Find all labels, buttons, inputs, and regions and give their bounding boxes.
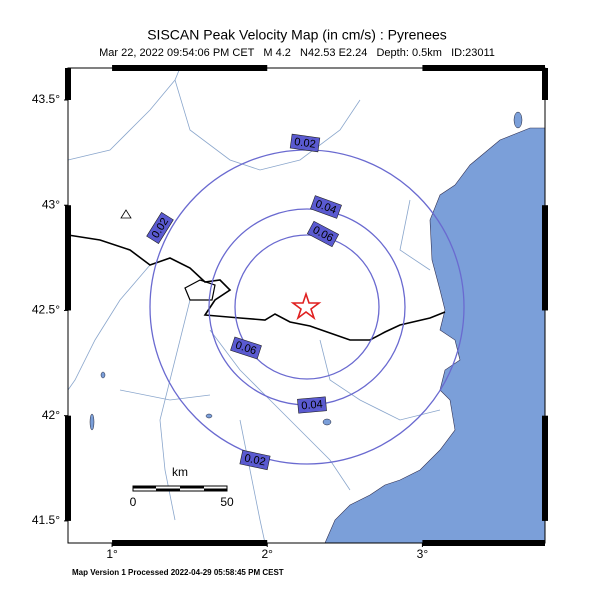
scale-label: 0 (130, 495, 137, 509)
y-tick-label: 43.5° (32, 92, 60, 106)
y-tick-label: 41.5° (32, 513, 60, 527)
scale-seg (204, 488, 227, 491)
x-tick-label: 2° (261, 547, 273, 561)
station (120, 209, 132, 219)
map-title: SISCAN Peak Velocity Map (in cm/s) : Pyr… (147, 27, 447, 43)
contour-label-text: 0.02 (243, 452, 266, 468)
contour-label-text: 0.02 (294, 136, 317, 151)
scale-seg (133, 486, 156, 489)
x-tick-label: 1° (106, 547, 118, 561)
contour-label: 0.06 (230, 336, 262, 360)
frame-band (65, 68, 71, 100)
footer: Map Version 1 Processed 2022-04-29 05:58… (72, 568, 284, 577)
y-tick-label: 42° (42, 408, 60, 422)
scale-seg (156, 488, 180, 491)
frame-band (542, 68, 548, 100)
contour-label-box (239, 449, 271, 471)
lakes (89, 111, 523, 431)
scale-label: 50 (220, 495, 234, 509)
frame-band (65, 205, 71, 311)
contour-label-box (230, 336, 262, 360)
andorra (184, 279, 216, 301)
contour-label-box (306, 220, 340, 248)
frame-band (422, 540, 545, 546)
x-tick-label: 3° (417, 547, 429, 561)
frame-band (112, 540, 268, 546)
frame-band (112, 65, 268, 71)
contour-label: 0.04 (310, 195, 342, 219)
contour-label: 0.02 (239, 449, 271, 471)
contour-label: 0.02 (289, 133, 321, 153)
scale-bar: km 0 50 (130, 465, 234, 509)
frame-band (65, 415, 71, 521)
frame-band (542, 415, 548, 521)
y-tick-label: 43° (42, 197, 60, 211)
contour-label-box (297, 396, 327, 414)
epicenter (290, 291, 322, 321)
scale-seg (180, 486, 204, 489)
contour-label-text: 0.04 (301, 398, 323, 412)
contour-label-box (310, 195, 342, 219)
sea (324, 127, 546, 544)
y-tick-label: 42.5° (32, 303, 60, 317)
map-subtitle: Mar 22, 2022 09:54:06 PM CET M 4.2 N42.5… (99, 47, 495, 59)
border (67, 234, 446, 341)
contour-label-box (146, 212, 174, 244)
scale-unit: km (172, 465, 188, 479)
contour-label: 0.04 (297, 396, 327, 414)
frame-band (422, 65, 545, 71)
frame-band (542, 205, 548, 311)
rivers (67, 67, 441, 544)
contour-label-box (289, 133, 321, 153)
